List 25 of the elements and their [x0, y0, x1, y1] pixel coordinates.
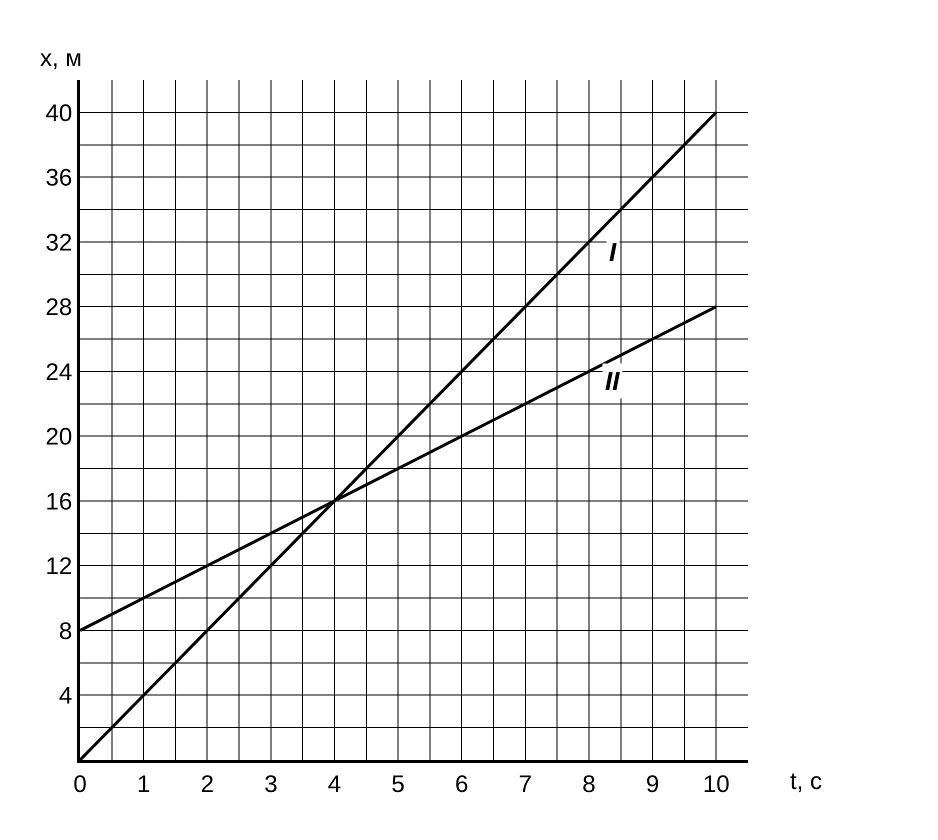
y-axis-title: x, м — [40, 45, 82, 72]
x-tick-label: 5 — [391, 770, 405, 798]
series-label: I — [609, 237, 617, 267]
y-tick-label: 4 — [58, 682, 72, 710]
y-tick-label: 40 — [45, 100, 72, 127]
y-tick-label: 8 — [58, 618, 72, 645]
y-tick-label: 36 — [45, 164, 72, 192]
y-tick-label: 16 — [45, 488, 72, 516]
y-tick-label: 20 — [45, 424, 72, 451]
x-tick-label: 8 — [582, 770, 596, 798]
series-label: II — [605, 366, 620, 396]
x-tick-label: 0 — [73, 770, 87, 798]
x-tick-label: 3 — [264, 770, 278, 798]
x-tick-label: 1 — [136, 770, 150, 798]
y-tick-label: 32 — [45, 229, 72, 256]
x-tick-label: 10 — [702, 770, 730, 798]
x-tick-label: 9 — [646, 770, 660, 798]
y-tick-label: 12 — [45, 553, 72, 580]
x-tick-label: 2 — [200, 770, 214, 798]
x-tick-label: 7 — [518, 770, 532, 798]
x-axis-title: t, с — [790, 768, 822, 795]
x-tick-label: 6 — [455, 770, 468, 798]
x-tick-label: 4 — [328, 770, 342, 798]
y-tick-label: 28 — [45, 294, 72, 322]
y-tick-label: 24 — [45, 358, 72, 386]
